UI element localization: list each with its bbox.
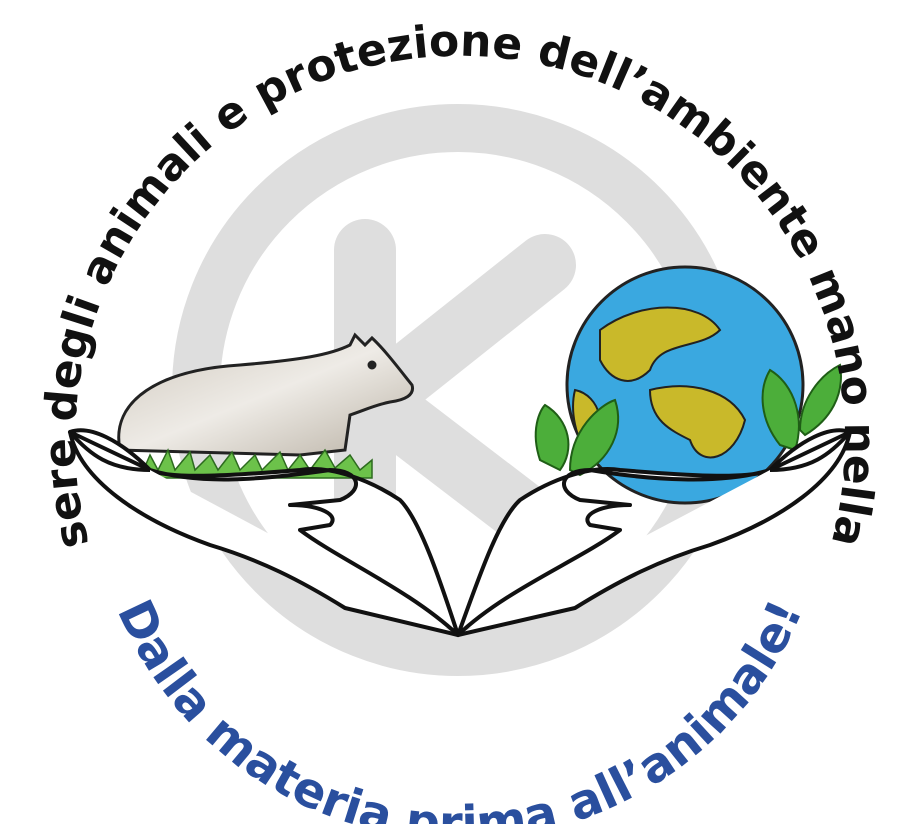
logo: Benessere degli animali e protezione del… [0, 0, 912, 824]
